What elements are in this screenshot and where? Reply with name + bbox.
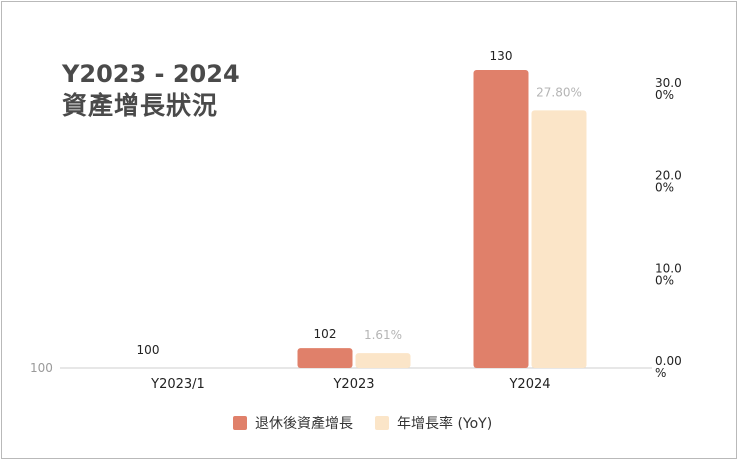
legend-label-growth: 退休後資產增長 (255, 416, 353, 432)
chart-title-line2: 資產增長狀況 (62, 91, 219, 120)
right-axis-tick-0: 30.0 0% (655, 76, 682, 102)
chart-title-line1: Y2023 - 2024 (62, 60, 240, 88)
legend-swatch-growth (233, 416, 247, 430)
legend-label-yoy: 年增長率 (YoY) (397, 416, 493, 432)
chart-title: Y2023 - 2024 資產增長狀況 (62, 58, 240, 122)
chart-legend: 退休後資產增長 年增長率 (YoY) (233, 413, 492, 433)
yoy-bar-2 (531, 110, 587, 369)
growth-bar-1 (297, 348, 353, 368)
legend-item-yoy[interactable]: 年增長率 (YoY) (375, 413, 492, 433)
yoy-data-label-1: 1.61% (364, 328, 402, 342)
growth-bar-2 (473, 70, 529, 368)
right-axis-tick-1: 20.0 0% (655, 169, 682, 195)
growth-data-label-1: 102 (314, 327, 337, 341)
yoy-data-label-2: 27.80% (536, 85, 582, 99)
growth-data-label-0: 100 (137, 343, 160, 357)
x-tick-label-1: Y2023 (332, 377, 374, 392)
x-tick-label-0: Y2023/1 (150, 377, 205, 392)
x-tick-label-2: Y2024 (508, 377, 550, 392)
left-axis-label: 100 (30, 361, 53, 375)
right-axis-tick-3: 0.00% (655, 354, 682, 380)
right-axis-tick-2: 10.0 0% (655, 261, 682, 287)
legend-swatch-yoy (375, 416, 389, 430)
legend-item-growth[interactable]: 退休後資產增長 (233, 413, 353, 433)
yoy-bar-1 (355, 353, 411, 368)
growth-data-label-2: 130 (490, 49, 513, 63)
